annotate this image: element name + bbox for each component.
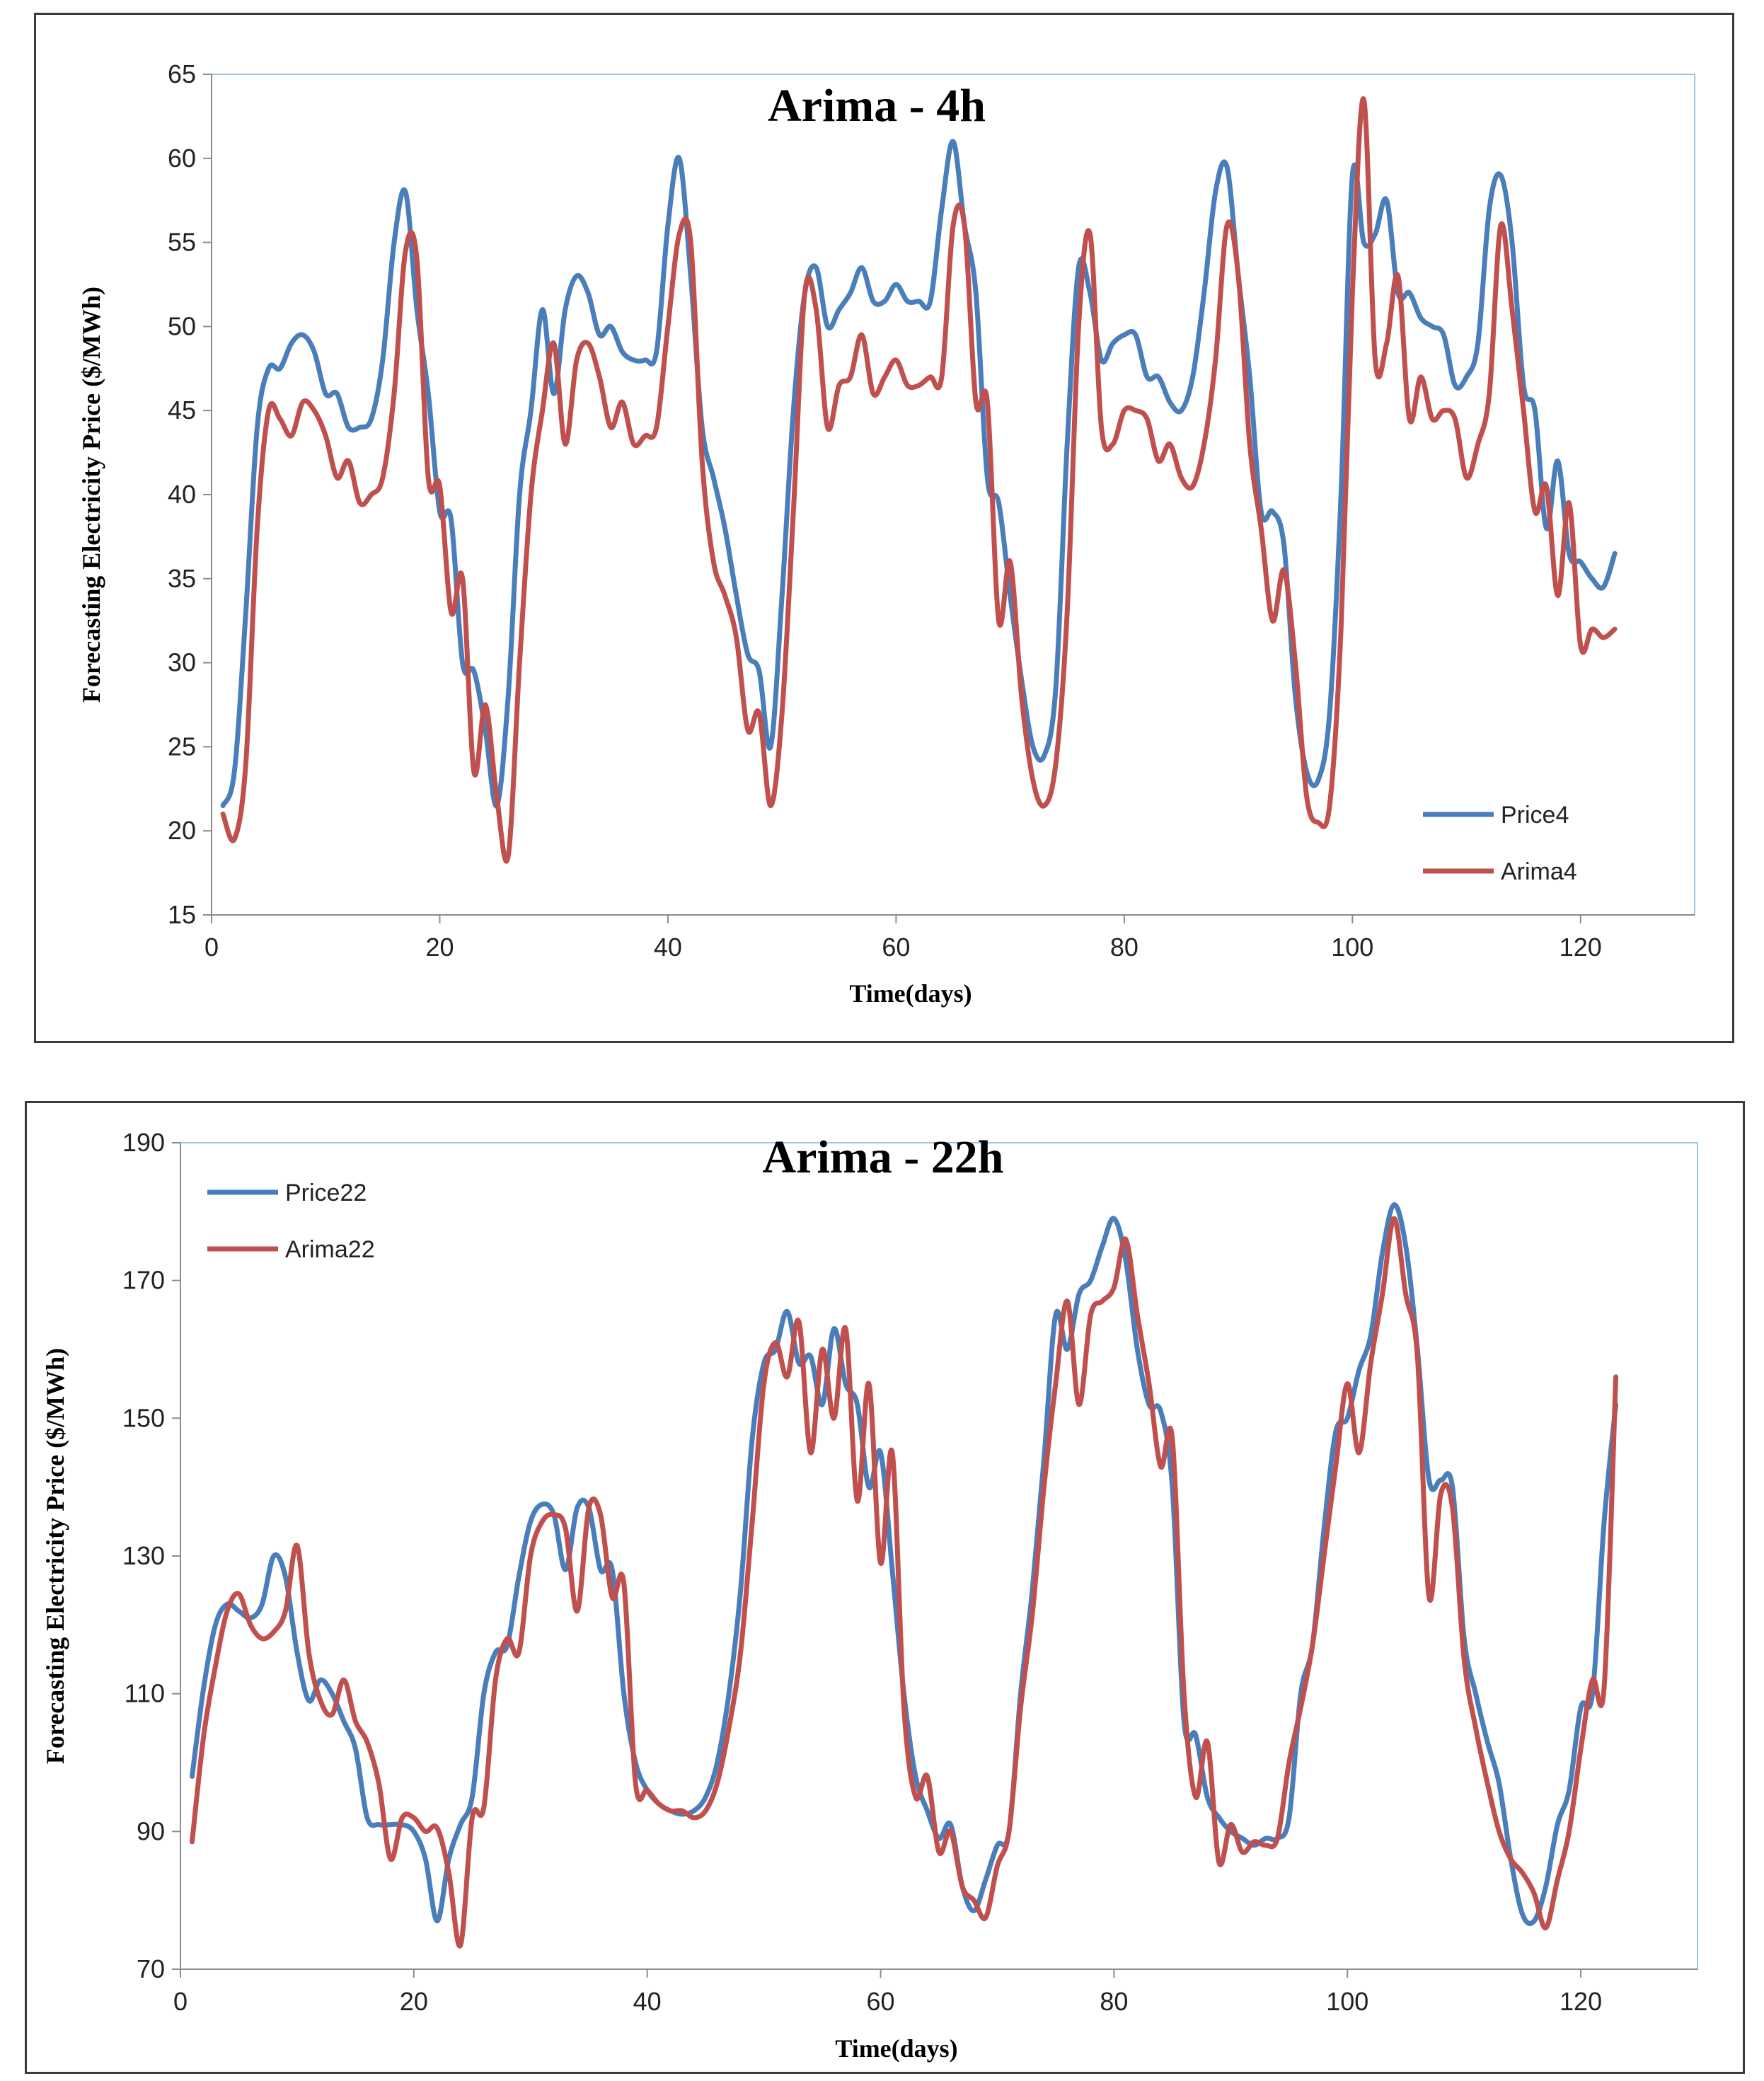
- y-tick-label: 130: [122, 1541, 165, 1570]
- x-axis-label: Time(days): [849, 979, 972, 1008]
- legend-label-price4: Price4: [1501, 802, 1569, 829]
- chart-panel-arima-22h: 70 90 110 130 150 170 190 0 20 40 60 80 100 120 Arima …: [25, 1101, 1745, 2074]
- y-tick-label: 50: [168, 311, 196, 340]
- y-axis-label: Forecasting Electricity Price ($/MWh): [77, 287, 105, 703]
- y-tick-label: 35: [168, 564, 196, 593]
- y-tick-label: 20: [168, 816, 196, 845]
- y-tick-label: 15: [168, 900, 196, 929]
- series-line-price4: [220, 139, 1618, 809]
- chart-arima-22h: 70 90 110 130 150 170 190 0 20 40 60 80 100 120 Arima …: [41, 1128, 1698, 2063]
- series-line-price22: [190, 1202, 1619, 1926]
- y-tick-label: 55: [168, 228, 196, 257]
- y-tick-label: 70: [137, 1954, 165, 1983]
- plot-area: [211, 74, 1695, 916]
- legend: Price4 Arima4: [1423, 802, 1577, 885]
- x-tick-label: 40: [654, 933, 682, 962]
- legend: Price22 Arima22: [207, 1180, 375, 1263]
- x-tick-label: 80: [1100, 1987, 1128, 2016]
- x-tick-label: 40: [633, 1987, 662, 2016]
- chart-title: Arima - 4h: [768, 80, 986, 132]
- x-tick-label: 100: [1326, 1987, 1368, 2016]
- chart-title: Arima - 22h: [763, 1131, 1004, 1183]
- x-tick-label: 0: [204, 933, 219, 962]
- x-tick-label: 0: [173, 1987, 188, 2016]
- chart-panel-arima-4h: 15 20 25 30 35 40 45 50 55 60 65 0 20 40 60 80 100 120 Ari…: [34, 13, 1734, 1043]
- legend-label-arima4: Arima4: [1501, 858, 1577, 885]
- x-axis-label: Time(days): [835, 2034, 957, 2063]
- x-tick-label: 120: [1560, 1987, 1602, 2016]
- series-line-arima4: [220, 96, 1618, 864]
- y-tick-label: 110: [125, 1679, 165, 1708]
- legend-label-arima22: Arima22: [285, 1236, 375, 1263]
- y-tick-label: 150: [122, 1403, 165, 1432]
- y-tick-label: 60: [168, 144, 196, 173]
- y-tick-label: 40: [168, 480, 196, 509]
- x-tick-label: 20: [425, 933, 454, 962]
- x-tick-label: 100: [1331, 933, 1373, 962]
- y-tick-label: 90: [137, 1816, 165, 1845]
- y-tick-label: 45: [168, 396, 196, 425]
- series-line-arima22: [190, 1216, 1619, 1949]
- x-tick-label: 20: [400, 1987, 428, 2016]
- y-tick-label: 65: [168, 59, 196, 88]
- x-tick-label: 80: [1110, 933, 1138, 962]
- y-axis-label: Forecasting Electricity Price ($/MWh): [41, 1348, 69, 1764]
- y-tick-label: 25: [168, 732, 196, 761]
- x-tick-label: 60: [882, 933, 910, 962]
- legend-label-price22: Price22: [285, 1180, 367, 1206]
- y-tick-label: 170: [122, 1266, 165, 1295]
- x-tick-label: 120: [1560, 933, 1602, 962]
- y-tick-label: 30: [168, 648, 196, 677]
- chart-arima-4h: 15 20 25 30 35 40 45 50 55 60 65 0 20 40 60 80 100 120 Ari…: [77, 59, 1695, 1008]
- y-tick-label: 190: [122, 1128, 165, 1157]
- x-tick-label: 60: [867, 1987, 895, 2016]
